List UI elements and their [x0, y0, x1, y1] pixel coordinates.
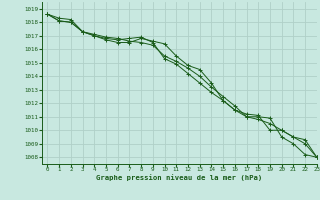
X-axis label: Graphe pression niveau de la mer (hPa): Graphe pression niveau de la mer (hPa)	[96, 174, 262, 181]
